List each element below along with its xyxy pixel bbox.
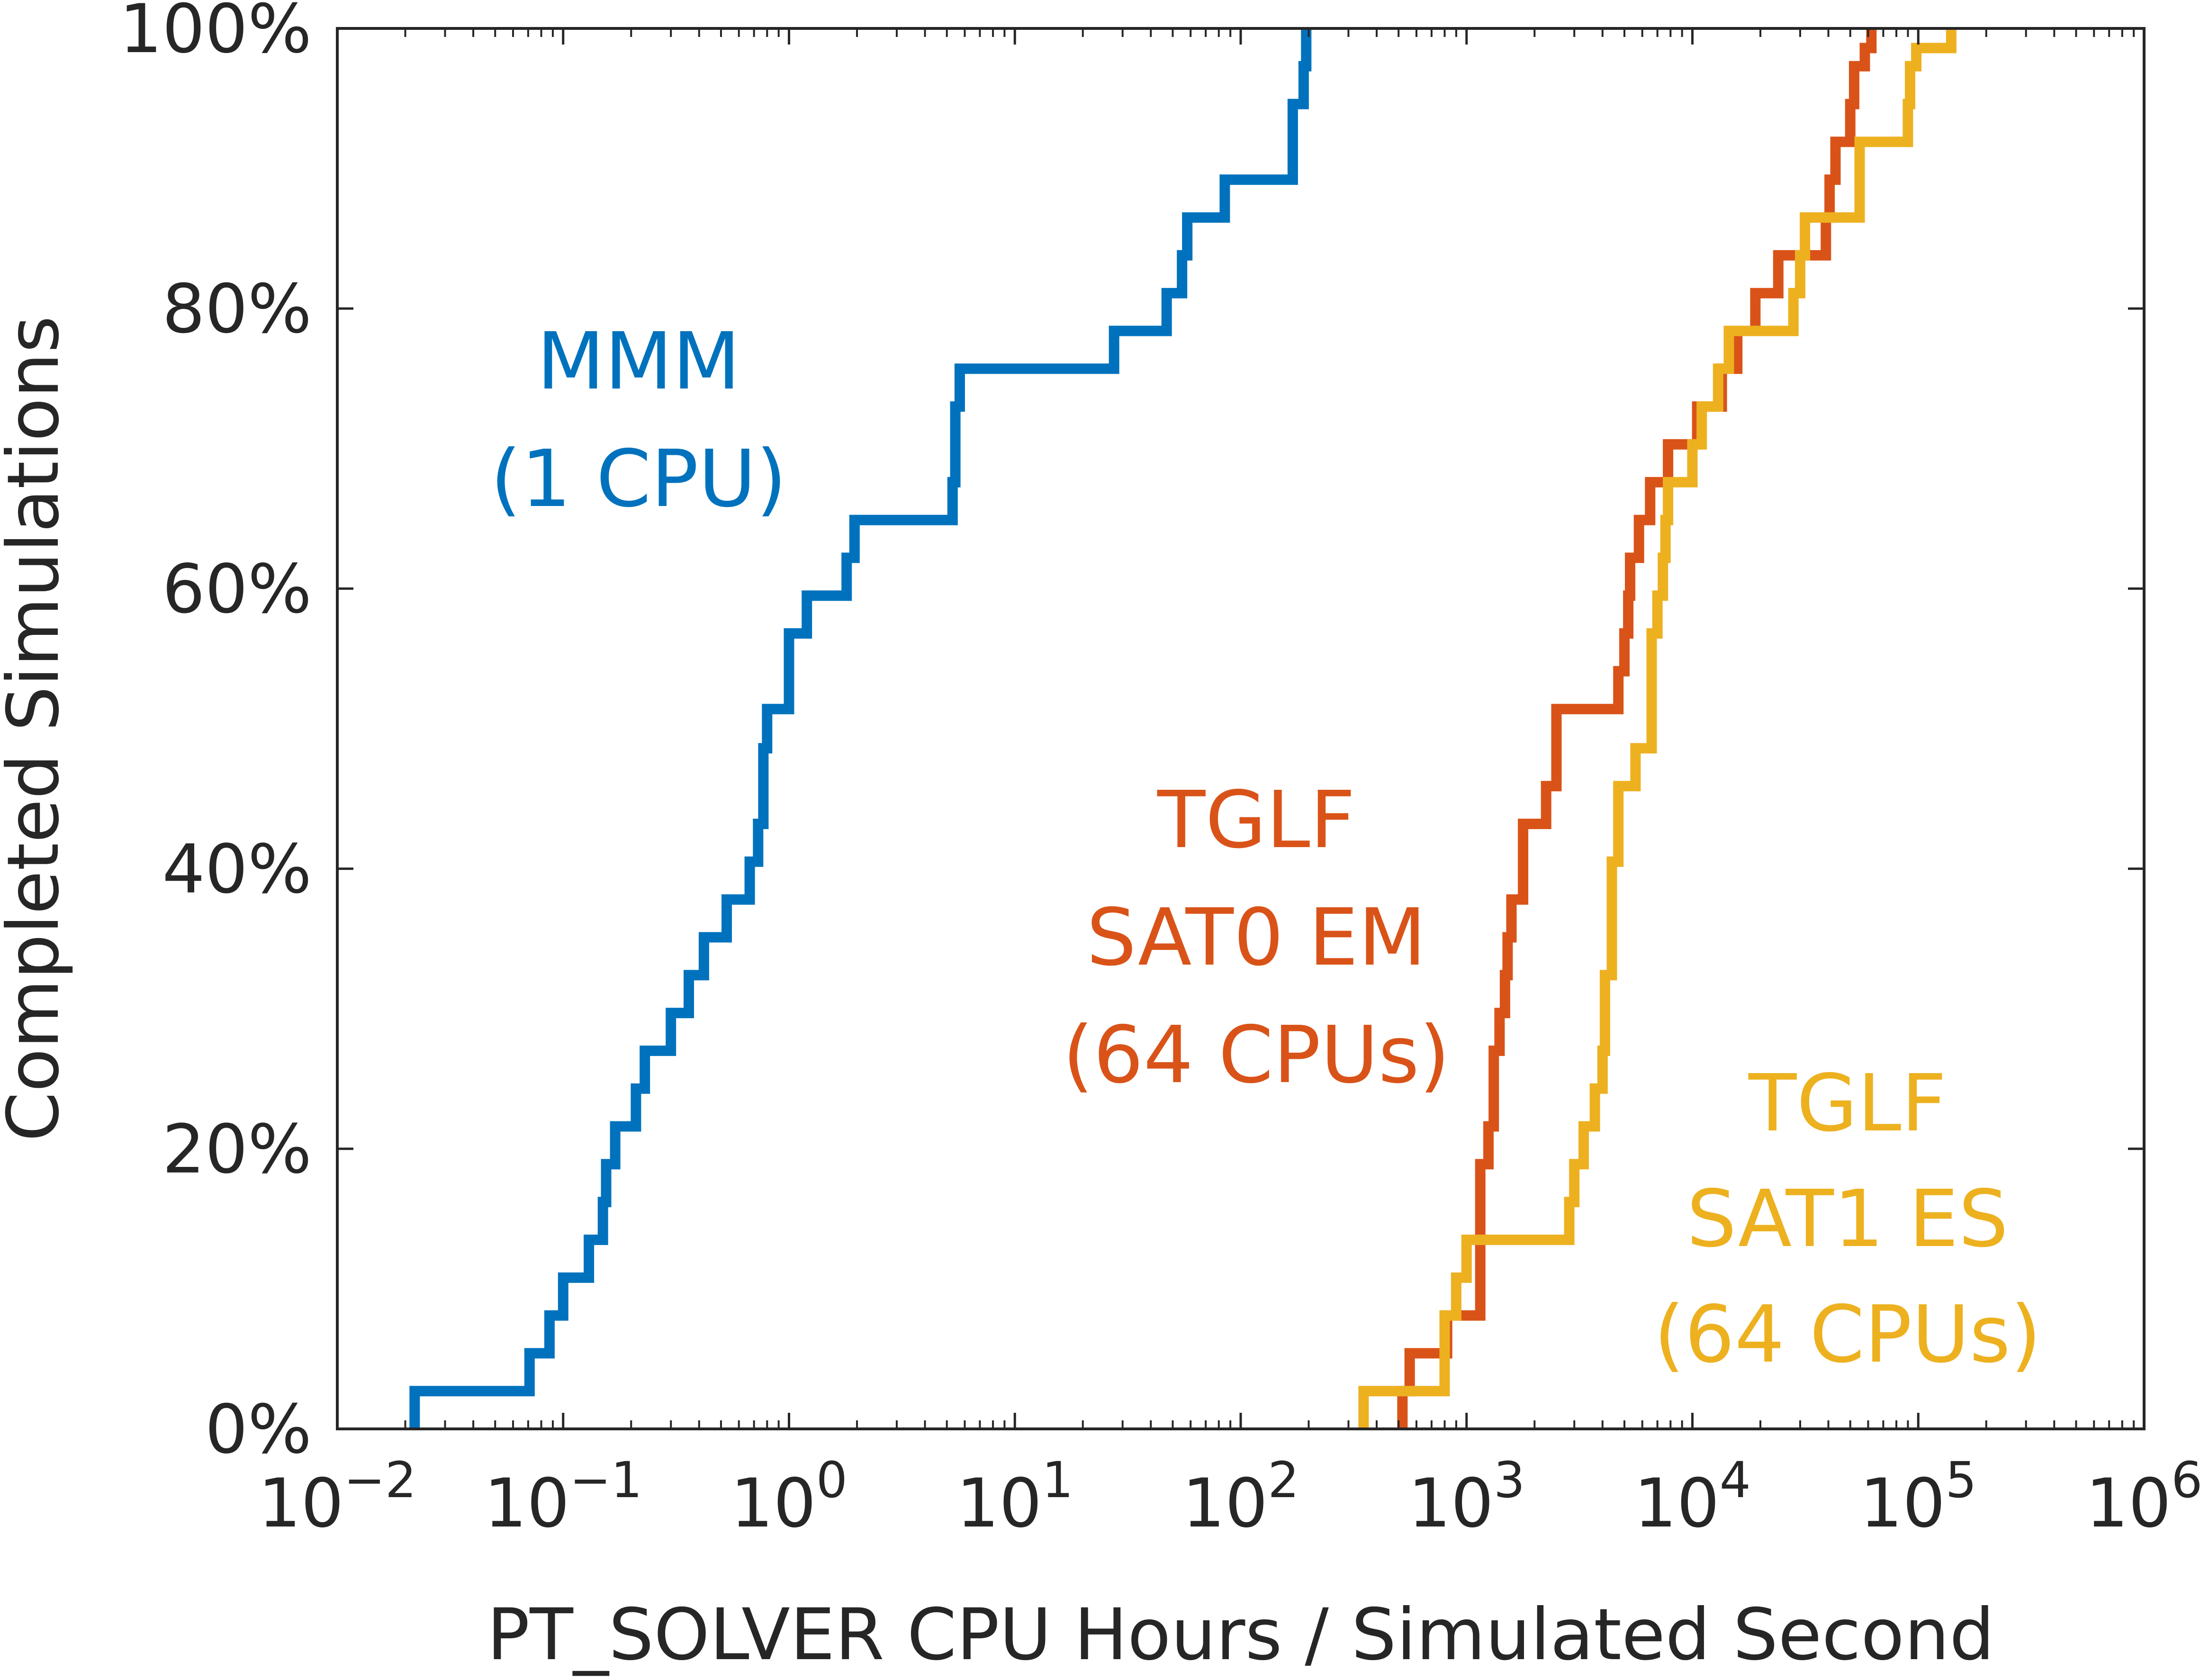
series-label-tglf-sat1-es: SAT1 ES bbox=[1686, 1174, 2008, 1265]
y-tick-label: 0% bbox=[205, 1391, 312, 1469]
y-tick-label: 60% bbox=[162, 550, 312, 628]
x-axis-label: PT_SOLVER CPU Hours / Simulated Second bbox=[487, 1594, 1994, 1676]
x-tick-label: 100 bbox=[730, 1451, 848, 1543]
series-label-tglf-sat1-es: TGLF bbox=[1748, 1058, 1947, 1149]
x-tick-label: 102 bbox=[1182, 1451, 1299, 1543]
series-label-mmm: MMM bbox=[537, 316, 740, 407]
y-tick-label: 40% bbox=[162, 831, 312, 909]
series-line-tglf-sat0-em bbox=[1397, 28, 1877, 1429]
x-tick-label: 105 bbox=[1860, 1451, 1977, 1543]
series-layer bbox=[409, 28, 1957, 1429]
series-label-tglf-sat1-es: (64 CPUs) bbox=[1654, 1289, 2041, 1381]
y-tick-label: 100% bbox=[119, 0, 312, 68]
x-tick-label: 10−1 bbox=[484, 1451, 642, 1543]
y-tick-label: 80% bbox=[162, 270, 312, 348]
y-tick-label: 20% bbox=[162, 1111, 312, 1189]
series-label-tglf-sat0-em: (64 CPUs) bbox=[1063, 1010, 1450, 1101]
series-label-layer: MMM (1 CPU) TGLF SAT0 EM (64 CPUs) TGLF SAT1 E… bbox=[490, 316, 2041, 1381]
y-axis-label: Completed Simulations bbox=[0, 316, 75, 1142]
tick-layer: 10−2 10−1 100 101 102 103 104 105 106 0% 20% 40% 60%… bbox=[119, 0, 2202, 1543]
series-line-mmm bbox=[409, 28, 1312, 1429]
x-tick-label: 101 bbox=[956, 1451, 1073, 1543]
series-line-tglf-sat1-es bbox=[1358, 28, 1957, 1429]
x-tick-label: 103 bbox=[1408, 1451, 1525, 1543]
series-label-tglf-sat0-em: TGLF bbox=[1157, 775, 1355, 866]
x-tick-label: 10−2 bbox=[258, 1451, 416, 1543]
x-tick-label: 106 bbox=[2086, 1451, 2203, 1543]
series-label-mmm: (1 CPU) bbox=[490, 434, 786, 525]
x-tick-label: 104 bbox=[1634, 1451, 1751, 1543]
series-label-tglf-sat0-em: SAT0 EM bbox=[1086, 892, 1426, 984]
